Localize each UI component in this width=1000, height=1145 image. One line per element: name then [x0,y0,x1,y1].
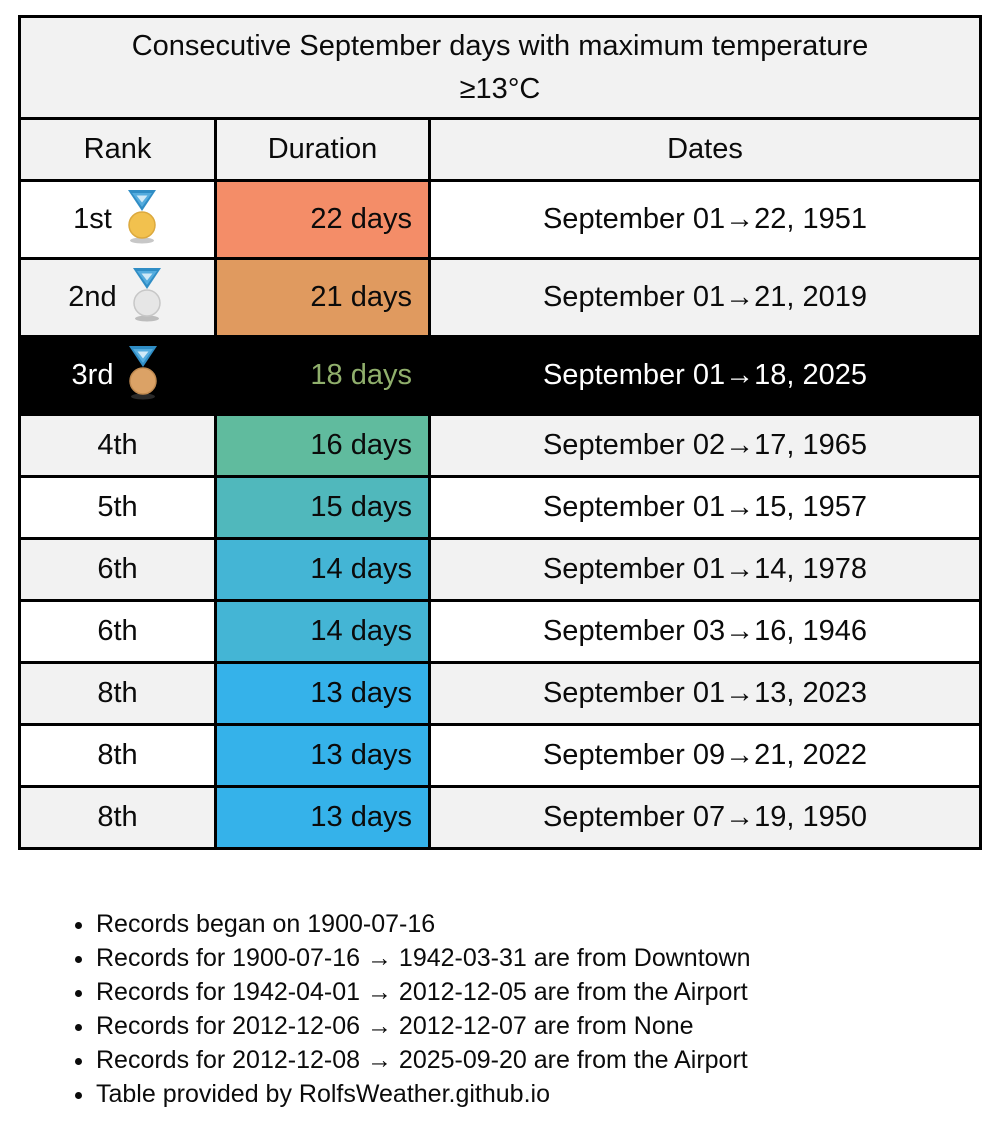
footnote-item: Records for 2012-12-06 → 2012-12-07 are … [96,1014,751,1039]
duration-cell: 21 days [214,257,431,338]
duration-cell: 13 days [214,661,431,726]
footnotes-list: Records began on 1900-07-16 Records for … [70,912,751,1116]
table-row: 8th 13 days September 07→19, 1950 [18,785,982,850]
table-row: 8th 13 days September 01→13, 2023 [18,661,982,726]
dates-cell: September 01→13, 2023 [428,661,982,726]
first-place-medal-icon [127,189,156,243]
column-header-rank: Rank [18,117,217,182]
rank-cell: 8th [18,723,217,788]
rank-cell: 4th [18,413,217,478]
duration-cell: 16 days [214,413,431,478]
records-table: Consecutive September days with maximum … [18,15,982,850]
table-title: Consecutive September days with maximum … [131,30,869,105]
table-row: 5th 15 days September 01→15, 1957 [18,475,982,540]
dates-cell: September 01→14, 1978 [428,537,982,602]
table-row: 2nd 21 days September 01→21, 2019 [18,257,982,338]
dates-cell: September 02→17, 1965 [428,413,982,478]
dates-cell: September 03→16, 1946 [428,599,982,664]
dates-cell: September 01→15, 1957 [428,475,982,540]
column-header-dates: Dates [428,117,982,182]
rank-label: 1st [73,203,112,235]
duration-cell: 13 days [214,723,431,788]
table-row: 8th 13 days September 09→21, 2022 [18,723,982,788]
dates-cell: September 01→22, 1951 [428,179,982,260]
dates-cell: September 01→18, 2025 [428,335,982,416]
footnote-item: Records for 2012-12-08 → 2025-09-20 are … [96,1048,751,1073]
column-header-duration: Duration [214,117,431,182]
dates-cell: September 07→19, 1950 [428,785,982,850]
rank-cell: 8th [18,785,217,850]
rank-cell: 1st [18,179,217,260]
dates-cell: September 09→21, 2022 [428,723,982,788]
rank-cell: 3rd [18,335,217,416]
duration-cell: 15 days [214,475,431,540]
duration-cell: 14 days [214,537,431,602]
duration-cell: 13 days [214,785,431,850]
rank-label: 2nd [68,281,117,313]
footnote-item: Table provided by RolfsWeather.github.io [96,1082,751,1107]
table-row: 1st 22 days September 01→22, 1951 [18,179,982,260]
duration-cell: 14 days [214,599,431,664]
footnote-item: Records began on 1900-07-16 [96,912,751,937]
table-title-cell: Consecutive September days with maximum … [18,15,982,120]
table-row: 4th 16 days September 02→17, 1965 [18,413,982,478]
column-header-row: Rank Duration Dates [18,117,982,182]
rank-cell: 2nd [18,257,217,338]
rank-cell: 5th [18,475,217,540]
duration-cell: 18 days [214,335,431,416]
table-row: 6th 14 days September 01→14, 1978 [18,537,982,602]
third-place-medal-icon [129,345,158,399]
rank-label: 3rd [71,359,114,391]
rank-cell: 6th [18,537,217,602]
second-place-medal-icon [132,267,161,321]
rank-cell: 6th [18,599,217,664]
footnote-item: Records for 1942-04-01 → 2012-12-05 are … [96,980,751,1005]
title-row: Consecutive September days with maximum … [18,15,982,120]
rank-cell: 8th [18,661,217,726]
duration-cell: 22 days [214,179,431,260]
footnote-item: Records for 1900-07-16 → 1942-03-31 are … [96,946,751,971]
dates-cell: September 01→21, 2019 [428,257,982,338]
table-row-highlighted: 3rd 18 days September 01→18, 2025 [18,335,982,416]
table-row: 6th 14 days September 03→16, 1946 [18,599,982,664]
records-table-container: Consecutive September days with maximum … [18,15,982,850]
